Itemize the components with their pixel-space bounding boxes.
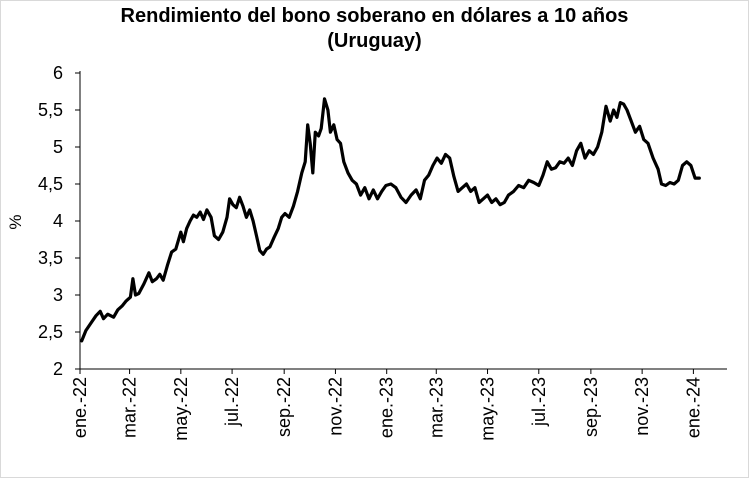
x-tick-label: may.-22	[171, 377, 191, 441]
y-tick-label: 3	[53, 285, 63, 305]
x-tick-label: mar.-23	[426, 377, 446, 438]
y-tick-label: 2,5	[38, 322, 63, 342]
x-tick-label: nov.-23	[632, 377, 652, 436]
x-tick-label: ene.-22	[70, 377, 90, 438]
y-tick-label: 5	[53, 137, 63, 157]
x-tick-label: nov.-22	[325, 377, 345, 436]
x-tick-label: ene.-24	[683, 377, 703, 438]
chart-title-line-1: Rendimiento del bono soberano en dólares…	[120, 5, 629, 27]
y-tick-label: 5,5	[38, 100, 63, 120]
y-tick-label: 2	[53, 359, 63, 379]
series-layer	[80, 97, 701, 343]
series-line-0	[80, 97, 701, 343]
x-tick-label: sep.-22	[274, 377, 294, 437]
chart-title: Rendimiento del bono soberano en dólares…	[0, 4, 749, 54]
x-tick-label: jul.-23	[529, 377, 549, 427]
x-tick-label: sep.-23	[581, 377, 601, 437]
x-tick-label: ene.-23	[377, 377, 397, 438]
y-tick-label: 6	[53, 63, 63, 83]
y-tick-label: 4	[53, 211, 63, 231]
chart-title-line-2: (Uruguay)	[327, 30, 422, 52]
x-tick-label: mar.-22	[120, 377, 140, 438]
x-tick-label: jul.-22	[222, 377, 242, 427]
y-tick-label: 4,5	[38, 174, 63, 194]
x-tick-label: may.-23	[478, 377, 498, 441]
axes: 2 2,5 3 3,5 4 4,5 5 5,5 6 ene.-22 mar.-22 may.-22 ju…	[38, 63, 727, 441]
y-tick-label: 3,5	[38, 248, 63, 268]
